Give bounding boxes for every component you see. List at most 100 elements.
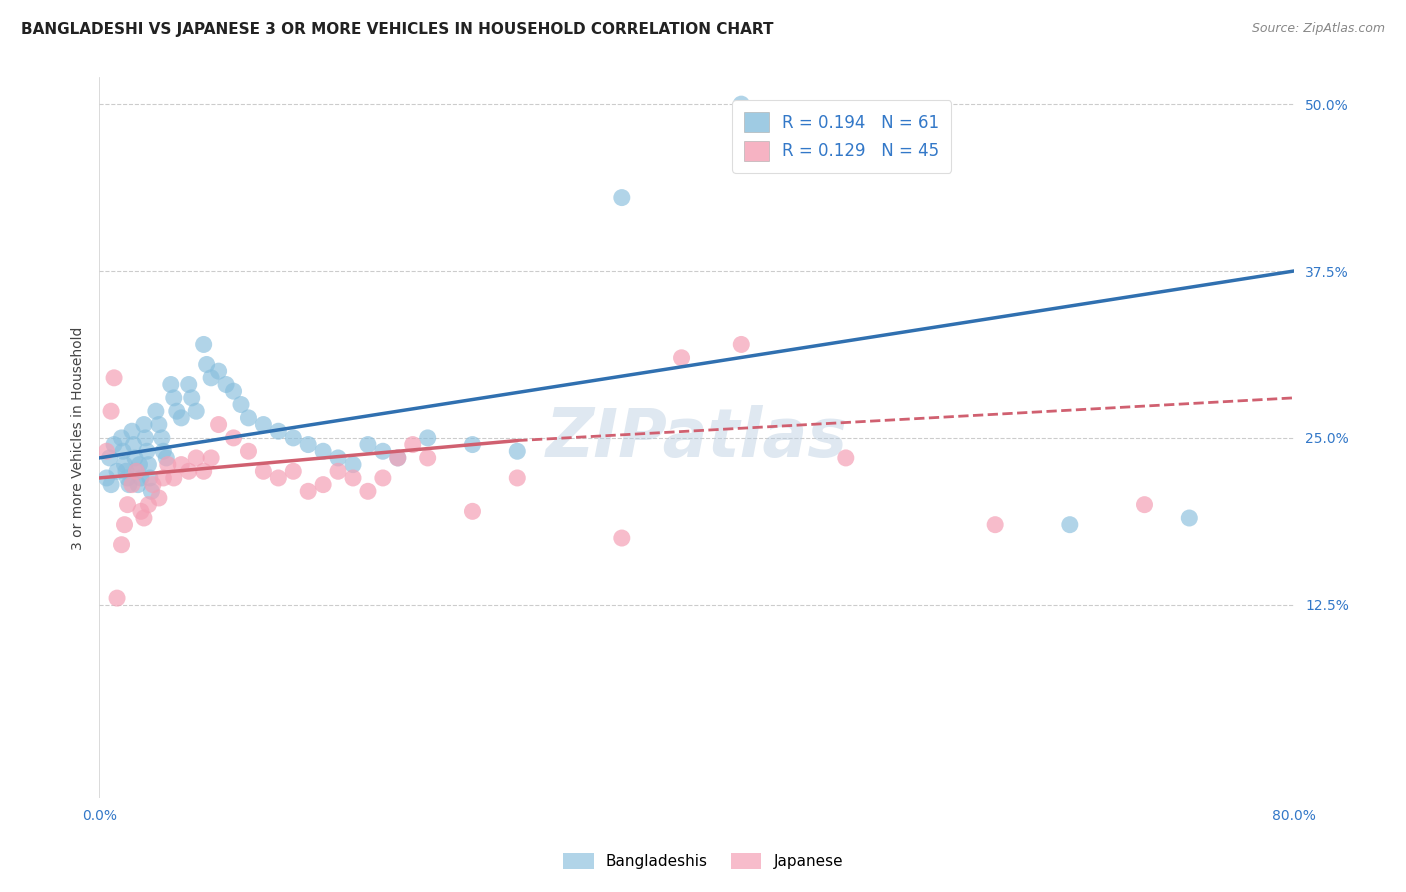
Point [186, 404, 208, 418]
Point [357, 484, 380, 499]
Point [177, 464, 200, 478]
Point [121, 477, 143, 491]
Point [402, 437, 425, 451]
Point [238, 410, 260, 425]
Point [114, 517, 136, 532]
Point [155, 450, 177, 465]
Point [283, 431, 305, 445]
Point [166, 404, 188, 418]
Point [100, 404, 122, 418]
Point [117, 471, 139, 485]
Legend: R = 0.194   N = 61, R = 0.129   N = 45: R = 0.194 N = 61, R = 0.129 N = 45 [733, 100, 950, 172]
Legend: Bangladeshis, Japanese: Bangladeshis, Japanese [557, 847, 849, 875]
Point [252, 417, 274, 432]
Point [156, 458, 179, 472]
Point [115, 464, 138, 478]
Point [357, 437, 380, 451]
Point [132, 511, 155, 525]
Point [267, 471, 290, 485]
Point [148, 491, 170, 505]
Point [193, 464, 215, 478]
Text: Source: ZipAtlas.com: Source: ZipAtlas.com [1251, 22, 1385, 36]
Point [159, 377, 181, 392]
Point [342, 471, 364, 485]
Text: BANGLADESHI VS JAPANESE 3 OR MORE VEHICLES IN HOUSEHOLD CORRELATION CHART: BANGLADESHI VS JAPANESE 3 OR MORE VEHICL… [21, 22, 773, 37]
Point [105, 464, 128, 478]
Point [267, 424, 290, 438]
Point [342, 458, 364, 472]
Point [193, 337, 215, 351]
Point [207, 364, 229, 378]
Point [416, 450, 439, 465]
Point [141, 484, 163, 499]
Point [312, 477, 335, 491]
Point [142, 477, 165, 491]
Point [170, 458, 193, 472]
Point [671, 351, 693, 365]
Point [129, 504, 152, 518]
Point [125, 464, 148, 478]
Point [207, 417, 229, 432]
Point [122, 437, 145, 451]
Point [371, 471, 394, 485]
Point [163, 391, 186, 405]
Point [200, 371, 222, 385]
Point [222, 431, 245, 445]
Point [96, 444, 118, 458]
Point [152, 471, 174, 485]
Point [229, 398, 252, 412]
Point [222, 384, 245, 399]
Point [129, 471, 152, 485]
Point [297, 484, 319, 499]
Point [238, 444, 260, 458]
Point [461, 437, 484, 451]
Point [312, 444, 335, 458]
Point [215, 377, 238, 392]
Point [135, 444, 157, 458]
Point [145, 404, 167, 418]
Point [387, 450, 409, 465]
Point [416, 431, 439, 445]
Point [118, 477, 141, 491]
Point [128, 458, 150, 472]
Point [110, 538, 132, 552]
Point [252, 464, 274, 478]
Point [180, 391, 202, 405]
Point [98, 450, 121, 465]
Point [111, 444, 134, 458]
Point [177, 377, 200, 392]
Point [125, 464, 148, 478]
Point [103, 437, 125, 451]
Point [326, 464, 349, 478]
Point [134, 431, 156, 445]
Point [170, 410, 193, 425]
Point [96, 471, 118, 485]
Point [186, 450, 208, 465]
Point [1059, 517, 1081, 532]
Point [124, 450, 146, 465]
Point [297, 437, 319, 451]
Point [114, 458, 136, 472]
Point [132, 417, 155, 432]
Point [121, 424, 143, 438]
Point [610, 531, 633, 545]
Point [148, 417, 170, 432]
Point [150, 431, 173, 445]
Point [163, 471, 186, 485]
Point [506, 444, 529, 458]
Point [1178, 511, 1201, 525]
Point [730, 337, 752, 351]
Point [110, 431, 132, 445]
Point [1133, 498, 1156, 512]
Point [835, 450, 858, 465]
Point [105, 591, 128, 606]
Y-axis label: 3 or more Vehicles in Household: 3 or more Vehicles in Household [72, 326, 86, 549]
Point [152, 444, 174, 458]
Point [117, 498, 139, 512]
Point [103, 371, 125, 385]
Point [387, 450, 409, 465]
Point [138, 458, 160, 472]
Text: ZIPatlas: ZIPatlas [546, 405, 848, 471]
Point [195, 358, 218, 372]
Point [127, 477, 149, 491]
